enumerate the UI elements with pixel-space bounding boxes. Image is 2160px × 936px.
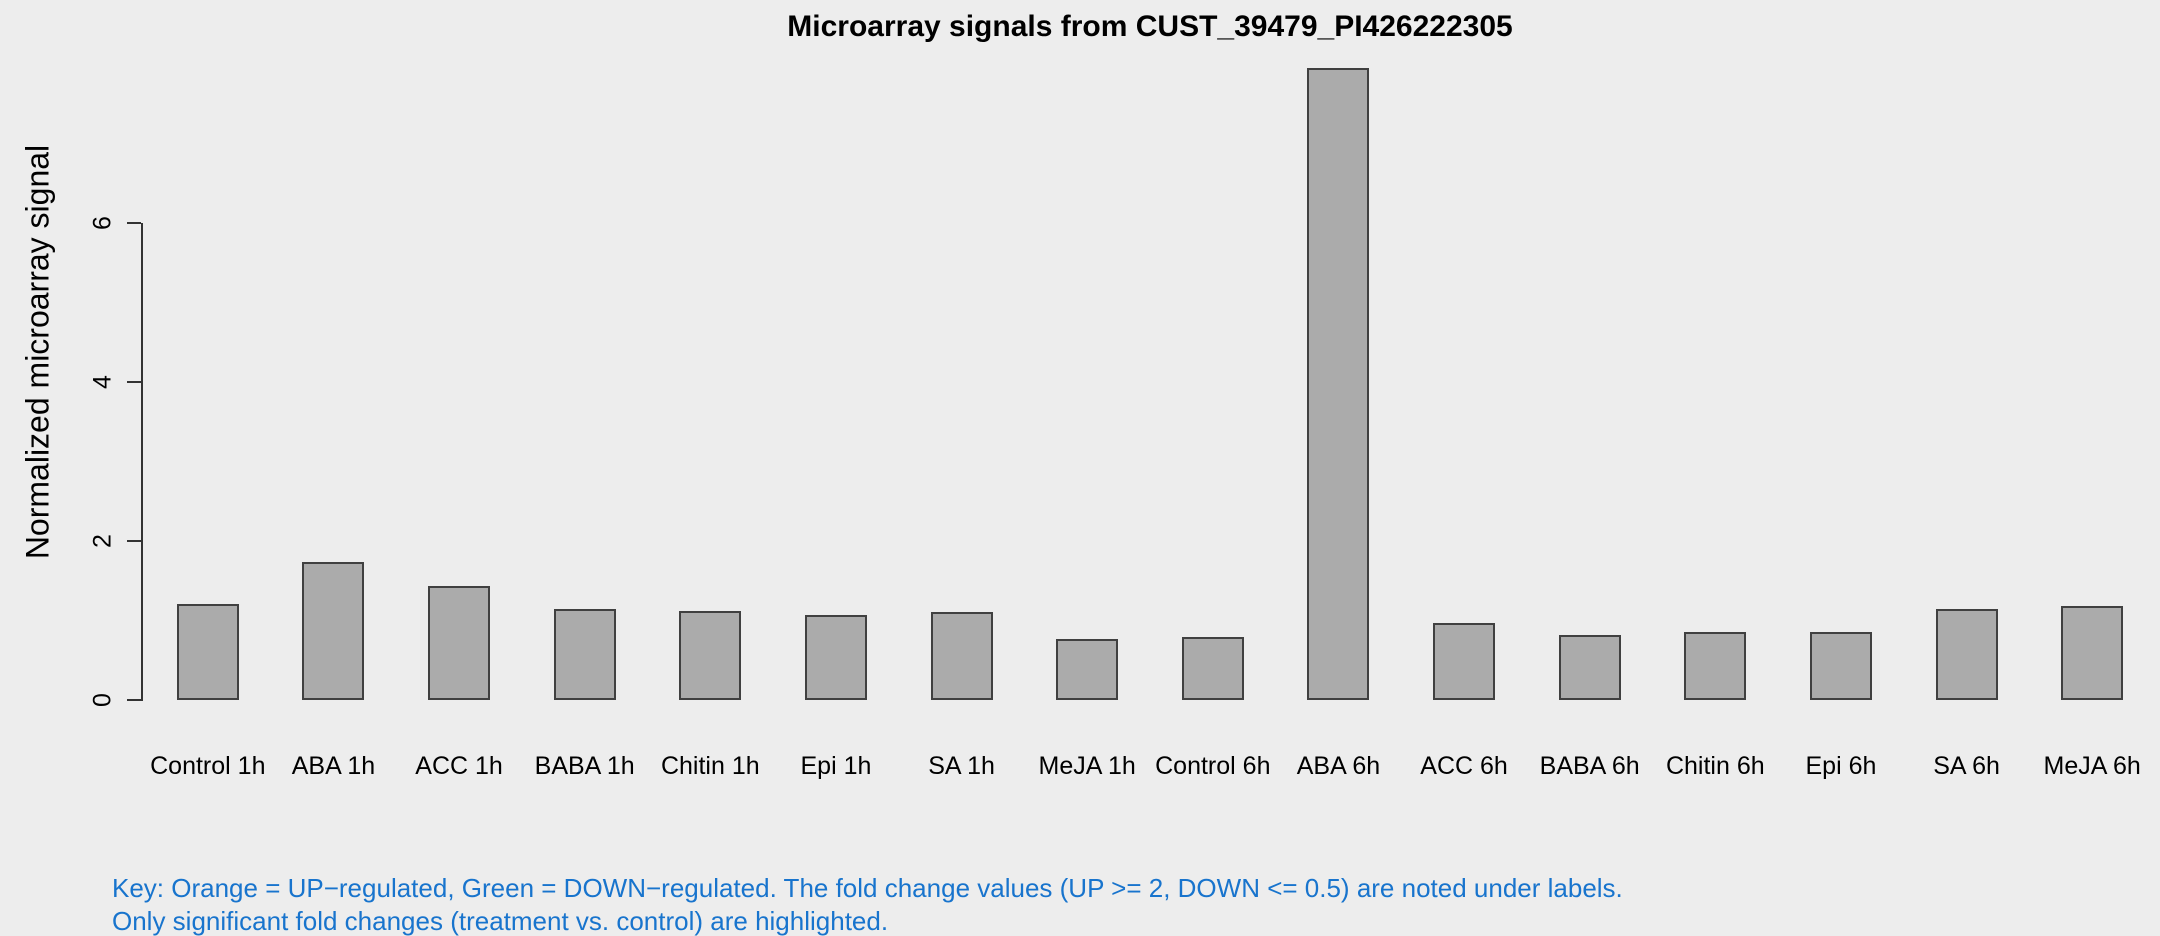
x-axis-labels: Control 1h ABA 1h ACC 1h BABA 1h Chitin 1h Ep… xyxy=(145,752,2155,781)
x-tick-label: Epi 6h xyxy=(1805,752,1877,780)
bar-slot xyxy=(899,0,1025,700)
key-annotation-line1: Key: Orange = UP−regulated, Green = DOWN… xyxy=(112,873,1623,903)
bar-baba-6h xyxy=(1558,635,1621,700)
bar-sa-1h xyxy=(930,612,993,700)
bar-slot xyxy=(1024,0,1150,700)
bar-control-1h xyxy=(176,604,239,700)
y-axis-line xyxy=(141,223,143,701)
x-tick-label: BABA 6h xyxy=(1539,752,1640,780)
y-tick-label: 0 xyxy=(88,693,117,707)
y-tick-mark xyxy=(127,381,141,383)
x-tick-label: SA 1h xyxy=(928,752,995,780)
x-tick-label: Chitin 1h xyxy=(660,752,760,780)
bar-sa-6h xyxy=(1935,609,1998,700)
bar-slot xyxy=(1401,0,1527,700)
bar-slot xyxy=(271,0,397,700)
bar-slot xyxy=(1150,0,1276,700)
bar-meja-1h xyxy=(1056,639,1119,700)
bar-slot xyxy=(145,0,271,700)
bar-slot xyxy=(396,0,522,700)
key-annotation-line2: Only significant fold changes (treatment… xyxy=(112,906,889,936)
bar-epi-6h xyxy=(1809,632,1872,700)
y-tick-mark xyxy=(127,540,141,542)
y-tick-mark xyxy=(127,699,141,701)
x-tick-label: BABA 1h xyxy=(534,752,635,780)
bar-slot xyxy=(648,0,774,700)
x-tick-label: MeJA 6h xyxy=(2043,752,2141,780)
bar-slot xyxy=(1527,0,1653,700)
x-tick-label: Epi 1h xyxy=(800,752,872,780)
bar-control-6h xyxy=(1181,637,1244,700)
bar-aba-1h xyxy=(302,562,365,700)
bars-area xyxy=(145,0,2155,700)
y-tick-label: 4 xyxy=(88,375,117,389)
x-tick-label: Control 1h xyxy=(150,752,266,780)
y-tick-label: 2 xyxy=(88,534,117,548)
bar-slot xyxy=(773,0,899,700)
x-tick-label: SA 6h xyxy=(1933,752,2000,780)
x-tick-label: ABA 1h xyxy=(291,752,376,780)
bar-chitin-1h xyxy=(679,611,742,700)
y-axis-title: Normalized microarray signal xyxy=(19,144,56,560)
bar-slot xyxy=(1778,0,1904,700)
y-tick-mark xyxy=(127,222,141,224)
bar-slot xyxy=(2029,0,2155,700)
bar-aba-6h xyxy=(1307,68,1370,700)
bar-epi-1h xyxy=(804,615,867,700)
chart-title: Microarray signals from CUST_39479_PI426… xyxy=(787,10,1513,43)
key-annotation: Key: Orange = UP−regulated, Green = DOWN… xyxy=(112,872,1623,936)
bar-chitin-6h xyxy=(1684,632,1747,700)
x-tick-label: ACC 6h xyxy=(1420,752,1508,780)
bar-slot xyxy=(1904,0,2030,700)
x-tick-label: Chitin 6h xyxy=(1665,752,1765,780)
bar-baba-1h xyxy=(553,609,616,700)
bar-slot xyxy=(1653,0,1779,700)
x-tick-label: MeJA 1h xyxy=(1038,752,1136,780)
bar-slot xyxy=(522,0,648,700)
bar-meja-6h xyxy=(2061,606,2124,700)
y-tick-label: 6 xyxy=(88,216,117,230)
x-tick-label: ACC 1h xyxy=(415,752,503,780)
x-tick-label: Control 6h xyxy=(1155,752,1271,780)
bar-acc-1h xyxy=(428,586,491,700)
x-tick-label: ABA 6h xyxy=(1296,752,1381,780)
bar-slot xyxy=(1276,0,1402,700)
bar-acc-6h xyxy=(1433,623,1496,700)
